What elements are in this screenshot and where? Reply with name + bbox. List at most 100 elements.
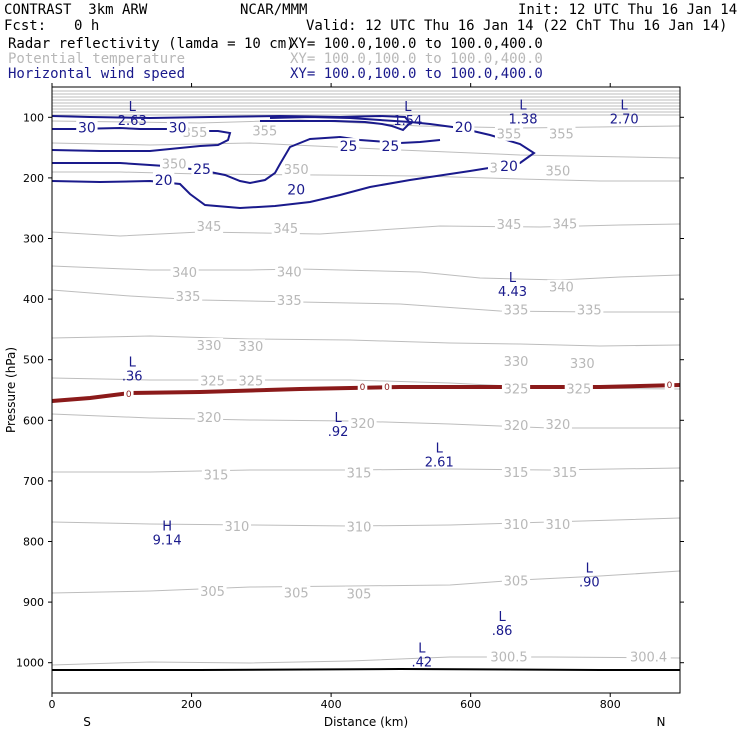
theta-label-bg (160, 156, 189, 172)
wind-label: 25 (382, 139, 400, 155)
theta-label-bg (626, 649, 671, 664)
theta-label-bg (344, 519, 374, 535)
theta-label: 345 (197, 220, 222, 235)
extremum-value: .92 (328, 425, 349, 440)
theta-label: 320 (350, 417, 375, 432)
wind-label-bg (379, 138, 402, 154)
theta-label: 335 (277, 294, 302, 309)
theta-label: 315 (347, 467, 372, 482)
theta-label-bg (348, 416, 377, 431)
field-theta-xy: XY= 100.0,100.0 to 100.0,400.0 (290, 51, 543, 67)
x-tick-label: 400 (321, 698, 342, 711)
init-time: Init: 12 UTC Thu 16 Jan 14 (518, 2, 738, 18)
theta-label: 330 (504, 355, 529, 370)
theta-label-bg (501, 354, 531, 369)
theta-label: 350 (162, 158, 187, 173)
theta-label-bg (501, 573, 531, 589)
theta-label: 340 (277, 266, 302, 281)
theta-label: 310 (545, 518, 570, 533)
theta-label: 335 (504, 304, 529, 319)
y-tick-label: 1000 (16, 657, 44, 670)
theta-label-bg (275, 293, 304, 308)
wind-label: 20 (155, 173, 173, 189)
wind-label-bg (152, 172, 175, 188)
theta-label: 335 (176, 290, 201, 305)
theta-label: 355 (497, 127, 522, 142)
wind-label-bg (191, 161, 213, 177)
x-tick-label: 200 (181, 698, 202, 711)
fcst-value: 0 h (74, 18, 100, 34)
theta-label: 320 (504, 419, 529, 434)
theta-label-bg (547, 126, 576, 141)
contour-labels: 3553553553553503503503503453453453453403… (76, 98, 675, 670)
theta-label-bg (198, 373, 227, 389)
theta-label-bg (250, 123, 279, 138)
theta-label-bg (236, 373, 265, 389)
plot-frame (51, 86, 681, 694)
theta-label-bg (494, 126, 524, 141)
theta-label: 310 (504, 518, 529, 533)
theta-label-bg (222, 519, 252, 534)
theta-label-bg (543, 163, 572, 178)
y-tick-label: 100 (23, 111, 44, 124)
wind-label-bg (166, 119, 189, 136)
theta-label: 325 (200, 375, 225, 390)
theta-label: 330 (197, 339, 222, 354)
theta-label: 345 (552, 218, 577, 233)
field-wind: Horizontal wind speed (8, 66, 186, 82)
extremum-type: L (129, 100, 137, 115)
theta-label: 355 (549, 127, 574, 142)
extremum-value: 2.61 (425, 455, 454, 470)
zero-label: 0 (667, 381, 673, 391)
theta-label-bg (501, 517, 531, 532)
theta-label: 325 (566, 382, 591, 397)
wind-label-bg (337, 138, 360, 154)
center-label: NCAR/MMM (240, 2, 308, 18)
extremum-value: .36 (122, 369, 143, 384)
extremum-value: 4.43 (498, 285, 527, 300)
extremum-value: 2.70 (610, 112, 639, 127)
y-tick-label: 800 (23, 536, 44, 549)
extremum-type: L (586, 561, 594, 576)
x-tick-label: 800 (600, 698, 621, 711)
extremum-value: .90 (579, 575, 600, 590)
theta-label: 345 (497, 218, 522, 233)
zero-label: 0 (360, 383, 366, 393)
extremum-type: L (498, 610, 506, 625)
theta-label: 315 (552, 466, 577, 481)
extremum-type: H (162, 520, 172, 535)
fcst-label: Fcst: (4, 18, 47, 34)
theta-label-bg (173, 288, 203, 304)
surface-line (52, 667, 680, 671)
theta-label-bg (344, 586, 374, 601)
theta-label: 340 (172, 266, 197, 281)
extremum-value: 1.38 (509, 112, 538, 127)
zero-label-bg (382, 382, 392, 392)
theta-label-bg (271, 221, 300, 236)
theta-label: 335 (577, 304, 602, 319)
south-label: S (83, 715, 91, 729)
wind-label: 30 (78, 121, 96, 137)
theta-label-bg (194, 219, 224, 234)
y-tick-label: 500 (23, 354, 44, 367)
wind-label-bg (453, 119, 475, 135)
theta-label-bg (547, 279, 576, 295)
wind-label: 25 (193, 162, 211, 178)
y-tick-label: 700 (23, 475, 44, 488)
theta-label: 300.5 (490, 650, 527, 665)
field-wind-xy: XY= 100.0,100.0 to 100.0,400.0 (290, 66, 543, 82)
extremum-type: L (334, 411, 342, 426)
model-title: CONTRAST 3km ARW (4, 2, 148, 18)
theta-label-bg (550, 465, 579, 480)
x-tick-label: 0 (49, 698, 56, 711)
north-label: N (657, 715, 666, 729)
theta-label: 355 (183, 126, 208, 141)
extremum-value: 9.14 (153, 534, 182, 549)
theta-label-bg (568, 356, 597, 371)
theta-label-bg (282, 585, 311, 601)
theta-label: 310 (347, 521, 372, 536)
field-theta: Potential temperature (8, 51, 186, 67)
theta-label: 345 (273, 222, 298, 237)
theta-label-bg (501, 417, 531, 433)
